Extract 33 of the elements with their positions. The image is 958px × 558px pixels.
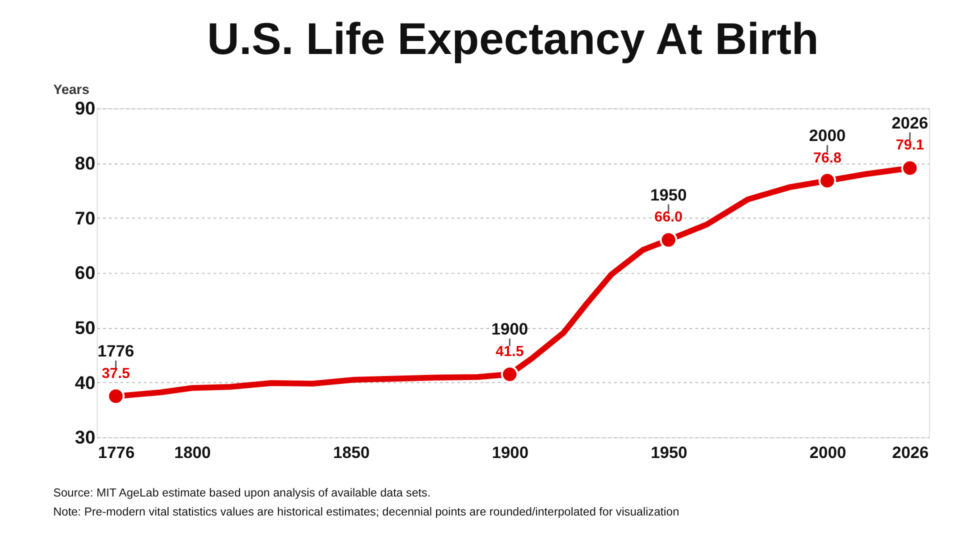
annotation: 1776 bbox=[98, 342, 134, 361]
data-label: 79.1 bbox=[896, 138, 924, 154]
annotation: 1900 bbox=[491, 320, 528, 339]
x-tick-label: 2000 bbox=[810, 444, 846, 462]
point bbox=[107, 387, 125, 405]
point bbox=[500, 366, 518, 384]
point bbox=[818, 172, 836, 190]
annotation: 1950 bbox=[650, 186, 687, 204]
y-tick-label: 30 bbox=[74, 426, 96, 448]
y-tick-label: 90 bbox=[74, 98, 96, 119]
x-tick-label: 1850 bbox=[333, 444, 370, 462]
source-note: Source: MIT AgeLab estimate based upon analysis of available data sets. bbox=[53, 486, 431, 500]
annotation: 2000 bbox=[809, 127, 846, 146]
annotation: 2026 bbox=[892, 114, 928, 132]
x-tick-label: 1900 bbox=[492, 444, 528, 462]
point bbox=[660, 231, 678, 249]
x-tick-label: 1800 bbox=[174, 444, 211, 462]
x-tick-label: 1950 bbox=[650, 444, 688, 462]
chart-title: U.S. Life Expectancy At Birth bbox=[207, 15, 819, 64]
data-label: 41.5 bbox=[496, 344, 524, 360]
y-tick-label: 50 bbox=[74, 316, 96, 338]
y-tick-label: 70 bbox=[74, 207, 96, 228]
data-label: 37.5 bbox=[102, 366, 130, 382]
y-axis-title: Years bbox=[53, 82, 90, 97]
y-tick-label: 40 bbox=[74, 372, 96, 393]
y-tick-label: 80 bbox=[74, 152, 96, 174]
point bbox=[901, 159, 919, 177]
data-label: 66.0 bbox=[654, 210, 683, 226]
x-tick-label: 1776 bbox=[98, 444, 135, 462]
y-tick-label: 60 bbox=[74, 262, 96, 284]
x-tick-label: 2026 bbox=[892, 444, 929, 462]
text: Note: Pre-modern vital statistics values are historical estimates; decennial points are rounded/interpolated for visualization bbox=[53, 506, 680, 519]
data-label: 76.8 bbox=[813, 150, 842, 166]
